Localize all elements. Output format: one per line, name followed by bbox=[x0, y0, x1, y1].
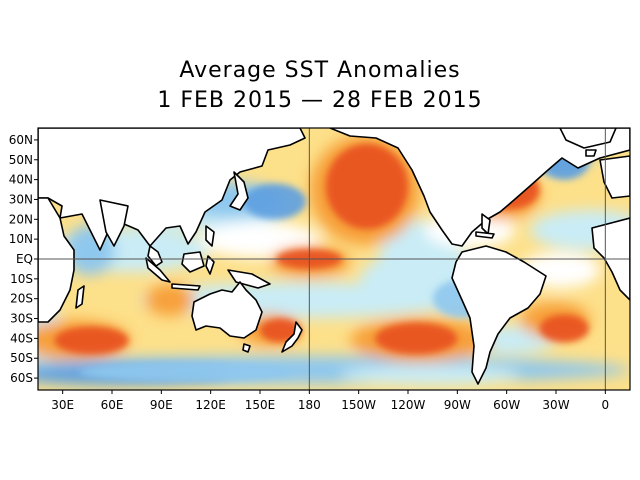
japan-land bbox=[229, 171, 249, 211]
africa-land bbox=[38, 197, 75, 323]
lon-tick-label: 180 bbox=[298, 398, 321, 412]
india-land bbox=[99, 199, 129, 247]
south-atlantic-warm bbox=[539, 314, 589, 343]
lon-tick-label: 90W bbox=[444, 398, 471, 412]
latitude-axis: 60N 50N 40N 30N 20N 10N EQ 10S 20S 30S 40S 50S 60S bbox=[9, 133, 38, 385]
south-america-land bbox=[451, 245, 547, 385]
north-pacific-cool bbox=[243, 183, 307, 220]
iceland-land bbox=[585, 149, 597, 157]
lat-tick-label: 60N bbox=[9, 133, 33, 147]
lon-tick-label: 150W bbox=[341, 398, 376, 412]
lat-tick-label: 20S bbox=[10, 292, 33, 306]
lat-tick-label: 30S bbox=[10, 312, 33, 326]
lon-tick-label: 30E bbox=[51, 398, 74, 412]
land-masses bbox=[38, 128, 630, 385]
south-indian-warm bbox=[54, 326, 129, 355]
lat-tick-label: 40N bbox=[9, 173, 33, 187]
lon-tick-label: 150E bbox=[245, 398, 276, 412]
greenland-land bbox=[559, 128, 617, 149]
north-america-land bbox=[329, 128, 630, 247]
madagascar-land bbox=[75, 285, 85, 309]
java-land bbox=[171, 283, 201, 291]
lat-tick-label: 20N bbox=[9, 212, 33, 226]
title-line-2: 1 FEB 2015 — 28 FEB 2015 bbox=[157, 88, 483, 113]
reference-lines bbox=[38, 128, 630, 390]
lon-tick-label: 120E bbox=[195, 398, 226, 412]
title-line-1: Average SST Anomalies bbox=[179, 58, 461, 83]
europe-land bbox=[599, 155, 630, 199]
northeast-pacific-warm bbox=[325, 143, 408, 230]
southeast-asia-land bbox=[147, 245, 163, 267]
lat-tick-label: 10S bbox=[10, 272, 33, 286]
sulawesi-land bbox=[205, 255, 215, 275]
tasmania-land bbox=[242, 343, 251, 353]
cuba-land bbox=[475, 231, 495, 239]
new-zealand-land bbox=[281, 321, 303, 353]
lon-tick-label: 30W bbox=[542, 398, 569, 412]
sumatra-land bbox=[145, 257, 171, 283]
lon-tick-label: 120W bbox=[391, 398, 426, 412]
lat-tick-label: 40S bbox=[10, 331, 33, 345]
lon-tick-label: 60E bbox=[101, 398, 124, 412]
lat-tick-label: EQ bbox=[16, 252, 33, 266]
map-title: Average SST Anomalies 1 FEB 2015 — 28 FE… bbox=[0, 56, 640, 116]
lon-tick-label: 0 bbox=[602, 398, 610, 412]
south-pacific-warm bbox=[375, 322, 458, 355]
borneo-land bbox=[181, 251, 205, 273]
lat-tick-label: 60S bbox=[10, 371, 33, 385]
lat-tick-label: 10N bbox=[9, 232, 33, 246]
longitude-axis: 30E 60E 90E 120E 150E 180 150W 120W 90W 60W 30W 0 bbox=[51, 390, 609, 412]
lon-tick-label: 60W bbox=[493, 398, 520, 412]
lon-tick-label: 90E bbox=[150, 398, 173, 412]
southern-ocean-cool bbox=[79, 362, 293, 383]
lat-tick-label: 30N bbox=[9, 192, 33, 206]
lat-tick-label: 50N bbox=[9, 153, 33, 167]
new-guinea-land bbox=[227, 269, 271, 289]
lat-tick-label: 50S bbox=[10, 351, 33, 365]
philippines-land bbox=[205, 225, 215, 247]
australia-land bbox=[191, 281, 263, 339]
